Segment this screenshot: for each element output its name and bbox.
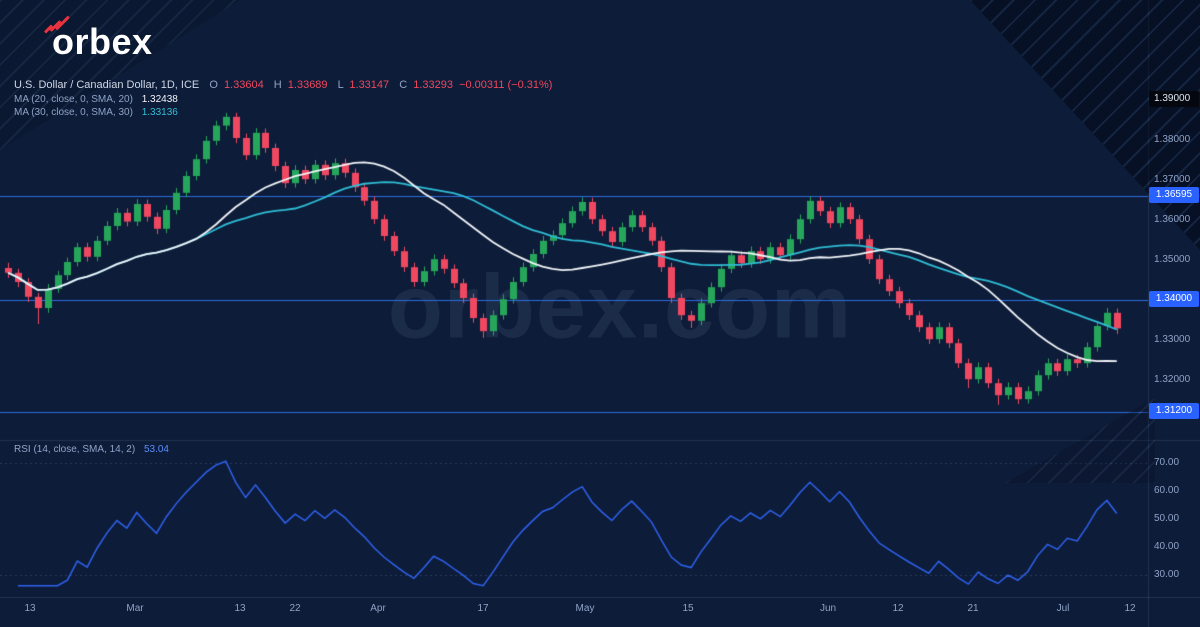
close-label: C: [399, 79, 408, 91]
price-axis-label: 1.37000: [1154, 174, 1191, 185]
time-axis-label: Jul: [1056, 603, 1070, 614]
rsi-label: RSI (14, close, SMA, 14, 2): [14, 444, 136, 455]
time-axis-label: 13: [24, 603, 36, 614]
ma30-label: MA (30, close, 0, SMA, 30): [14, 107, 133, 118]
rsi-axis-label: 40.00: [1154, 540, 1180, 552]
low-value: 1.33147: [349, 79, 390, 91]
price-level-badge: 1.36595: [1149, 187, 1199, 204]
rsi-axis-label: 50.00: [1154, 513, 1180, 524]
price-axis-label: 1.36000: [1154, 214, 1191, 225]
time-axis-label: 21: [967, 603, 979, 614]
open-value: 1.33604: [223, 79, 264, 91]
symbol-info-row[interactable]: U.S. Dollar / Canadian Dollar, 1D, ICE O…: [14, 79, 552, 91]
ma20-legend-row[interactable]: MA (20, close, 0, SMA, 20) 1.32438: [14, 94, 178, 105]
ma20-value: 1.32438: [141, 94, 178, 105]
orbex-logo: orbex: [43, 15, 153, 62]
rsi-legend-row[interactable]: RSI (14, close, SMA, 14, 2) 53.04: [14, 444, 169, 455]
time-axis-label: Mar: [126, 603, 144, 614]
rsi-value: 53.04: [143, 444, 169, 455]
price-axis-label: 1.33000: [1154, 334, 1191, 345]
ma30-value: 1.33136: [141, 107, 178, 118]
time-axis[interactable]: 13 Mar 13 22 Apr 17 May 15 Jun 12 21 Jul 12: [0, 601, 1148, 621]
logo-arrow-icon: [43, 15, 70, 40]
ma20-label: MA (20, close, 0, SMA, 20): [14, 94, 133, 105]
price-axis-label: 1.32000: [1154, 374, 1191, 385]
time-axis-label: 12: [892, 603, 904, 614]
time-axis-label: Apr: [370, 603, 386, 614]
close-value: 1.33293: [413, 79, 453, 91]
time-axis-label: May: [575, 603, 595, 614]
time-axis-label: 17: [477, 603, 489, 614]
price-axis[interactable]: 1.39000 1.38000 1.37000 1.36595 1.36000 1.350…: [1148, 0, 1200, 627]
time-axis-label: Jun: [819, 603, 837, 614]
price-level-badge: 1.34000: [1149, 291, 1199, 307]
price-axis-label: 1.38000: [1154, 134, 1191, 145]
time-axis-label: 13: [234, 603, 246, 614]
ma30-legend-row[interactable]: MA (30, close, 0, SMA, 30) 1.33136: [14, 107, 178, 118]
price-level-badge: 1.31200: [1149, 403, 1199, 419]
time-axis-label: 15: [682, 603, 694, 614]
time-axis-label: 22: [289, 603, 301, 614]
time-axis-label: 12: [1124, 603, 1136, 614]
change-value: −0.00311 (−0.31%): [459, 79, 553, 91]
rsi-axis-label: 30.00: [1154, 568, 1180, 580]
logo-text: orbex: [52, 21, 153, 62]
high-label: H: [273, 79, 282, 91]
price-axis-label: 1.35000: [1154, 254, 1191, 265]
price-label-dark: 1.39000: [1149, 91, 1199, 107]
symbol-title: U.S. Dollar / Canadian Dollar, 1D, ICE: [14, 79, 200, 91]
rsi-axis-label: 60.00: [1154, 485, 1180, 497]
open-label: O: [209, 79, 218, 91]
rsi-axis-label: 70.00: [1154, 457, 1180, 469]
low-label: L: [337, 79, 344, 91]
high-value: 1.33689: [287, 79, 328, 91]
